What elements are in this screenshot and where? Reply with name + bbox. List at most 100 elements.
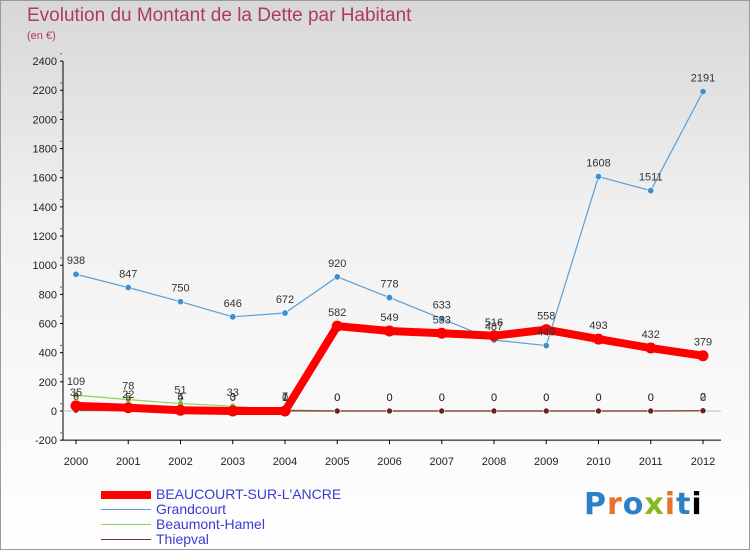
data-label-thiepval: 1 — [282, 392, 288, 404]
data-label-grandcourt: 487 — [485, 321, 503, 333]
data-label-grandcourt: 2191 — [691, 73, 715, 85]
data-point-thiepval — [699, 407, 707, 415]
data-label-beaucourt: 379 — [694, 337, 712, 349]
data-label-grandcourt: 1511 — [639, 172, 663, 184]
data-label-thiepval: 0 — [543, 392, 549, 404]
data-label-beaumont-hamel: 0 — [648, 392, 654, 404]
data-point-thiepval — [542, 407, 550, 415]
data-label-thiepval: 2 — [700, 392, 706, 404]
y-tick-label: 400 — [39, 348, 57, 360]
x-tick-label: 2011 — [639, 456, 663, 468]
data-point-beaucourt — [697, 350, 709, 362]
data-label-beaumont-hamel: 109 — [67, 376, 85, 388]
y-tick-label: 1200 — [33, 231, 57, 243]
x-tick-label: 2012 — [691, 456, 715, 468]
data-label-grandcourt: 646 — [224, 298, 242, 310]
data-point-beaucourt — [70, 400, 82, 412]
data-point-beaumont-hamel — [72, 391, 80, 399]
data-label-beaumont-hamel: 0 — [334, 392, 340, 404]
logo-letter: o — [622, 487, 645, 522]
data-point-beaucourt — [593, 333, 604, 345]
data-label-grandcourt: 750 — [171, 283, 189, 295]
y-tick-label: 2200 — [33, 85, 57, 97]
data-label-thiepval: 3 — [230, 392, 236, 404]
x-tick-label: 2004 — [273, 456, 297, 468]
x-tick-label: 2008 — [482, 456, 506, 468]
data-point-grandcourt — [385, 294, 393, 302]
y-tick-label: 1400 — [33, 202, 57, 214]
data-label-beaumont-hamel: 0 — [491, 392, 497, 404]
data-label-grandcourt: 633 — [433, 300, 451, 312]
proxiti-logo: Proxiti — [584, 487, 703, 522]
data-label-beaucourt: 516 — [485, 317, 503, 329]
data-point-beaucourt — [279, 405, 291, 417]
data-point-grandcourt — [229, 313, 237, 321]
data-point-grandcourt — [699, 88, 707, 96]
data-point-thiepval — [647, 407, 655, 415]
data-label-beaucourt: 22 — [122, 389, 134, 401]
data-label-beaucourt: 549 — [380, 312, 398, 324]
data-label-grandcourt: 778 — [380, 279, 398, 291]
data-label-thiepval: 5 — [125, 391, 131, 403]
logo-letter: i — [691, 487, 703, 522]
legend-swatch-thiepval — [101, 538, 151, 541]
logo-letter: t — [676, 487, 692, 522]
data-point-beaucourt — [488, 330, 500, 342]
x-tick-label: 2007 — [430, 456, 454, 468]
series-layer — [70, 88, 709, 417]
data-point-grandcourt — [647, 187, 655, 195]
data-label-grandcourt: 920 — [328, 258, 346, 270]
data-label-beaucourt: 5 — [177, 391, 183, 403]
data-label-beaucourt: 0 — [282, 392, 288, 404]
data-label-beaumont-hamel: 0 — [386, 392, 392, 404]
chart-subtitle: (en €) — [27, 30, 56, 42]
data-point-thiepval — [595, 407, 602, 415]
x-tick-label: 2002 — [168, 456, 192, 468]
y-tick-label: 200 — [39, 377, 57, 389]
data-point-beaucourt — [436, 327, 448, 339]
x-tick-label: 2010 — [586, 456, 610, 468]
data-point-beaucourt — [540, 324, 552, 336]
data-point-grandcourt — [177, 298, 185, 306]
legend-swatch-beaumont-hamel — [101, 523, 151, 526]
data-point-beaucourt — [122, 402, 134, 414]
data-label-beaucourt: 493 — [589, 320, 607, 332]
data-label-grandcourt: 672 — [276, 294, 294, 306]
data-point-beaucourt — [384, 325, 395, 337]
data-label-grandcourt: 1608 — [586, 158, 610, 170]
data-label-grandcourt: 449 — [537, 327, 555, 339]
legend-swatch-beaucourt — [101, 490, 151, 499]
y-tick-label: -200 — [35, 435, 57, 447]
logo-letter: x — [644, 487, 665, 522]
data-point-beaucourt — [227, 405, 239, 417]
y-tick-label: 1600 — [33, 173, 57, 185]
data-label-grandcourt: 847 — [119, 269, 137, 281]
chart-title: Evolution du Montant de la Dette par Hab… — [27, 5, 412, 26]
data-label-thiepval: 6 — [73, 391, 79, 403]
data-label-beaucourt: 558 — [537, 311, 555, 323]
data-label-thiepval: 0 — [386, 392, 392, 404]
data-label-thiepval: 0 — [491, 392, 497, 404]
data-point-thiepval — [386, 407, 393, 415]
data-label-beaucourt: 533 — [433, 314, 451, 326]
data-label-beaumont-hamel: 0 — [700, 392, 706, 404]
data-label-thiepval: 0 — [439, 392, 445, 404]
data-label-beaumont-hamel: 33 — [227, 387, 239, 399]
data-label-beaumont-hamel: 7 — [282, 391, 288, 403]
data-label-grandcourt: 938 — [67, 255, 85, 267]
data-label-beaumont-hamel: 0 — [543, 392, 549, 404]
data-point-grandcourt — [124, 284, 132, 292]
data-point-grandcourt — [438, 315, 446, 323]
data-label-beaucourt: 35 — [70, 387, 82, 399]
y-tick-label: 600 — [39, 319, 57, 331]
y-tick-label: 0 — [51, 406, 57, 418]
x-tick-label: 2009 — [534, 456, 558, 468]
data-point-grandcourt — [333, 273, 341, 281]
data-point-grandcourt — [281, 309, 289, 317]
legend-label-beaucourt: BEAUCOURT-SUR-L'ANCRE — [156, 486, 342, 502]
data-label-beaumont-hamel: 0 — [439, 392, 445, 404]
data-point-beaucourt — [331, 320, 343, 332]
x-tick-label: 2006 — [377, 456, 401, 468]
